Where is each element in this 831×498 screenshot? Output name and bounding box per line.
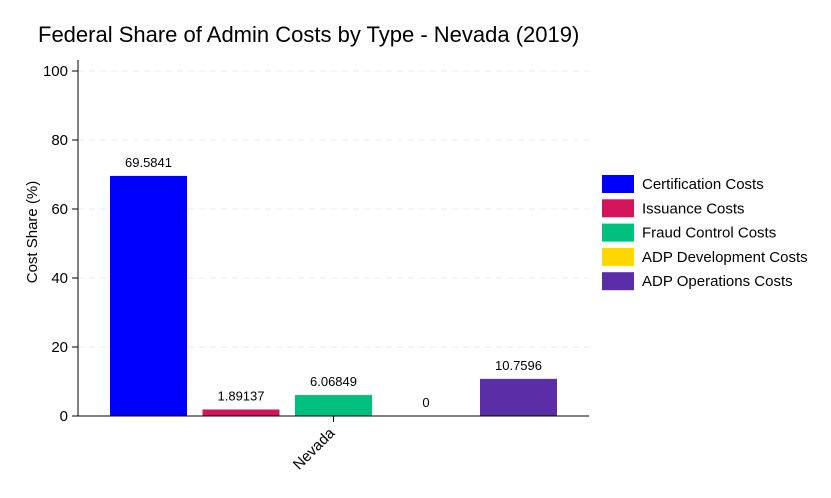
legend-label: Issuance Costs [642, 200, 745, 217]
bar-certification-costs [110, 175, 187, 416]
y-axis-label: Cost Share (%) [24, 181, 41, 284]
y-tick-label: 0 [60, 408, 68, 425]
y-tick-label: 80 [51, 132, 68, 149]
legend-swatch [602, 247, 634, 266]
y-axis-ticks: 0 20 40 60 80 100 [43, 63, 78, 425]
legend: Certification Costs Issuance Costs Fraud C… [602, 175, 808, 291]
data-label: 10.7596 [495, 358, 542, 373]
bar-fraud-control-costs [295, 395, 372, 416]
legend-swatch [602, 223, 634, 242]
bars [110, 175, 557, 416]
legend-swatch [602, 199, 634, 218]
data-label: 1.89137 [218, 388, 265, 403]
data-labels: 69.5841 1.89137 6.06849 0 10.7596 [125, 155, 542, 410]
legend-swatch [602, 272, 634, 291]
legend-swatch [602, 175, 634, 193]
y-tick-label: 40 [51, 270, 68, 287]
legend-label: ADP Development Costs [642, 249, 808, 266]
chart-title: Federal Share of Admin Costs by Type - N… [38, 22, 579, 47]
data-label: 0 [422, 395, 429, 410]
bar-adp-operations-costs [480, 378, 557, 416]
bar-issuance-costs [202, 409, 280, 416]
y-tick-label: 60 [51, 201, 68, 218]
grid-lines [78, 70, 589, 348]
x-axis-ticks: Nevada [290, 416, 339, 473]
legend-label: ADP Operations Costs [642, 273, 793, 290]
y-tick-label: 20 [51, 339, 68, 356]
y-tick-label: 100 [43, 63, 68, 80]
data-label: 6.06849 [310, 374, 357, 389]
legend-label: Certification Costs [642, 176, 764, 193]
x-tick-label: Nevada [290, 424, 339, 473]
data-label: 69.5841 [125, 155, 172, 170]
legend-label: Fraud Control Costs [642, 225, 776, 242]
